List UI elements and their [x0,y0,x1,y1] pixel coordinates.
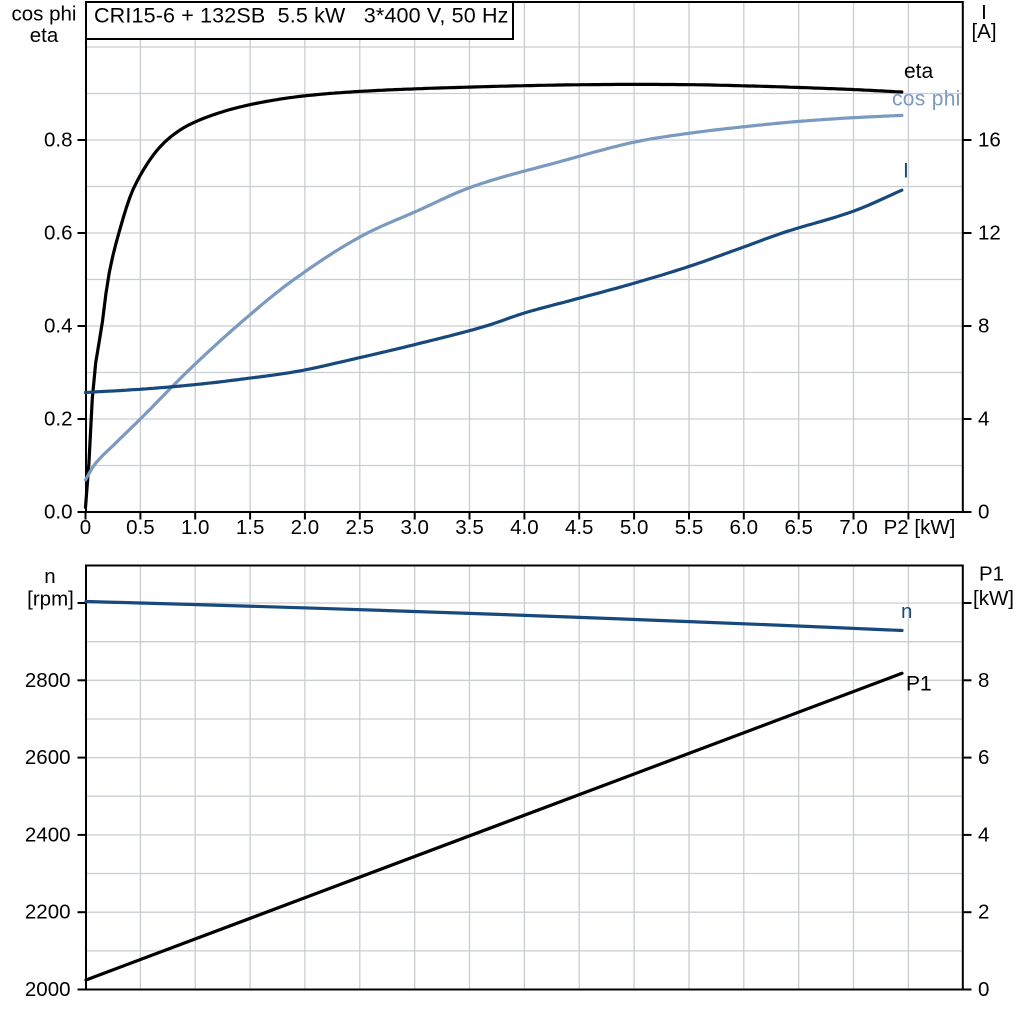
svg-text:CRI15-6 + 132SB 5.5 kW 3*40: CRI15-6 + 132SB 5.5 kW 3*400 V, 50 Hz [94,3,509,27]
svg-text:P1: P1 [906,673,932,696]
svg-text:n: n [44,565,55,588]
svg-text:2600: 2600 [25,746,71,769]
svg-text:3.5: 3.5 [455,516,484,539]
svg-text:P2 [kW]: P2 [kW] [884,516,956,539]
svg-text:2.5: 2.5 [346,516,375,539]
svg-text:0: 0 [978,501,989,524]
svg-text:cos phi: cos phi [892,88,961,111]
svg-text:7.0: 7.0 [839,516,868,539]
svg-text:0.4: 0.4 [44,315,73,338]
svg-text:8: 8 [978,315,989,338]
svg-text:2: 2 [978,901,989,924]
svg-text:0.6: 0.6 [44,222,73,245]
svg-text:12: 12 [978,222,1001,245]
svg-text:[A]: [A] [971,20,996,43]
svg-text:2.0: 2.0 [291,516,320,539]
svg-text:6: 6 [978,746,989,769]
svg-text:5.0: 5.0 [620,516,649,539]
svg-text:4: 4 [978,408,989,431]
svg-text:0.2: 0.2 [44,408,73,431]
svg-text:I: I [981,1,987,24]
svg-text:eta: eta [904,60,934,83]
svg-text:n: n [901,600,912,623]
svg-text:1.5: 1.5 [236,516,265,539]
svg-text:2400: 2400 [25,823,71,846]
svg-text:0.8: 0.8 [44,129,73,152]
svg-text:4.5: 4.5 [565,516,594,539]
svg-text:1.0: 1.0 [181,516,210,539]
svg-text:0: 0 [80,516,91,539]
svg-text:P1: P1 [979,563,1004,586]
svg-text:2000: 2000 [25,978,71,1001]
svg-text:4: 4 [978,823,989,846]
svg-text:cos phi: cos phi [12,3,77,26]
svg-text:2800: 2800 [25,669,71,692]
svg-text:0.5: 0.5 [126,516,155,539]
svg-text:[kW]: [kW] [973,587,1014,610]
svg-text:16: 16 [978,129,1001,152]
svg-text:0: 0 [978,978,989,1001]
svg-text:eta: eta [30,24,59,47]
svg-text:5.5: 5.5 [675,516,704,539]
svg-text:I: I [903,160,909,183]
svg-text:2200: 2200 [25,901,71,924]
svg-text:[rpm]: [rpm] [27,588,74,611]
svg-text:6.0: 6.0 [730,516,759,539]
svg-text:0.0: 0.0 [44,501,73,524]
svg-text:4.0: 4.0 [510,516,539,539]
svg-text:3.0: 3.0 [400,516,429,539]
svg-text:8: 8 [978,669,989,692]
svg-text:6.5: 6.5 [784,516,813,539]
